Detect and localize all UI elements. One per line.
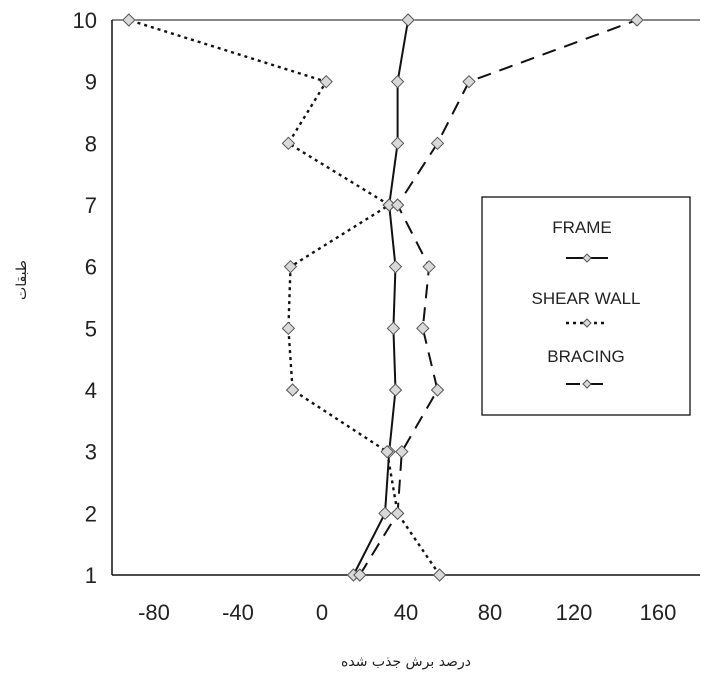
legend-label-frame: FRAME	[552, 218, 612, 237]
y-tick-label: 7	[85, 193, 97, 218]
y-tick-label: 9	[85, 70, 97, 95]
y-tick-label: 4	[85, 378, 97, 403]
data-point-bracing	[390, 198, 405, 212]
x-tick-label: 120	[556, 600, 593, 625]
data-point-frame	[378, 506, 392, 521]
x-tick-label: 0	[316, 600, 328, 625]
data-point-shear-wall	[281, 321, 296, 336]
y-tick-label: 10	[73, 8, 97, 33]
data-point-shear-wall	[283, 259, 298, 274]
data-point-bracing	[390, 506, 405, 521]
data-point-frame	[401, 13, 415, 27]
legend-swatch-shear-wall	[566, 318, 608, 328]
y-tick-label: 1	[85, 563, 97, 588]
x-tick-label: 160	[640, 600, 677, 625]
data-point-bracing	[430, 136, 445, 151]
legend-swatch-bracing	[566, 379, 608, 389]
series-frame	[346, 13, 415, 582]
y-tick-label: 3	[85, 440, 97, 465]
data-point-frame	[388, 259, 403, 274]
series-line-shear-wall	[128, 18, 441, 576]
series-bracing	[353, 13, 644, 582]
legend-label-shear-wall: SHEAR WALL	[532, 289, 641, 308]
series-line-bracing	[358, 19, 638, 576]
data-point-bracing	[430, 383, 445, 397]
data-point-bracing	[395, 444, 409, 459]
data-point-frame	[390, 74, 405, 89]
data-point-frame	[390, 136, 405, 151]
data-point-frame	[386, 321, 401, 336]
data-point-shear-wall	[432, 568, 447, 582]
series-line-frame	[352, 19, 410, 576]
y-tick-label: 6	[85, 255, 97, 280]
data-point-shear-wall	[281, 136, 296, 151]
data-point-frame	[388, 383, 403, 397]
legend-swatch-marker	[582, 318, 592, 328]
data-point-shear-wall	[122, 13, 136, 27]
x-tick-label: 80	[478, 600, 502, 625]
x-tick-label: 40	[394, 600, 418, 625]
legend-swatch-marker	[582, 253, 592, 263]
legend-label-bracing: BRACING	[547, 347, 624, 366]
data-point-shear-wall	[285, 383, 300, 397]
legend-box	[481, 196, 691, 416]
y-tick-label: 5	[85, 316, 97, 341]
data-point-bracing	[353, 568, 367, 582]
data-point-shear-wall	[319, 74, 333, 89]
data-point-bracing	[422, 259, 436, 274]
x-tick-label: -40	[222, 600, 254, 625]
x-tick-labels: -80 -40 0 40 80 120 160	[138, 600, 676, 625]
legend-swatch-marker	[582, 379, 592, 389]
legend: FRAME SHEAR WALL BRACING	[481, 196, 691, 416]
y-tick-labels: 1 2 3 4 5 6 7 8 9 10	[73, 8, 97, 588]
data-point-bracing	[630, 13, 644, 27]
y-tick-label: 8	[85, 131, 97, 156]
data-point-shear-wall	[380, 444, 394, 459]
y-axis-title: طبقات	[14, 260, 30, 300]
legend-swatch-frame	[566, 253, 608, 263]
x-axis-title: درصد برش جذب شده	[341, 654, 471, 670]
x-tick-label: -80	[138, 600, 170, 625]
data-point-bracing	[462, 74, 476, 89]
y-tick-label: 2	[85, 501, 97, 526]
series-shear-wall	[122, 13, 447, 582]
data-point-bracing	[416, 321, 430, 336]
series-layer	[122, 13, 644, 582]
